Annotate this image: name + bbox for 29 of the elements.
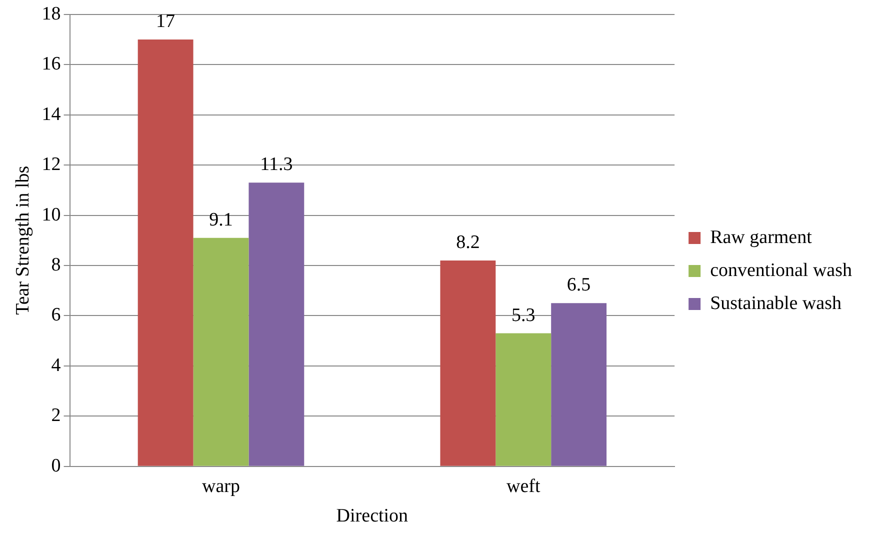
y-tick-label: 18 [42, 3, 61, 24]
y-axis-title: Tear Strength in lbs [12, 166, 34, 315]
data-label: 8.2 [456, 232, 480, 253]
x-tick-label: weft [506, 476, 541, 497]
y-tick-label: 4 [51, 354, 62, 376]
legend-label: conventional wash [710, 260, 852, 281]
legend-label: Raw garment [710, 226, 813, 248]
data-label: 9.1 [209, 209, 233, 230]
x-tick-label: warp [202, 476, 240, 497]
bar [138, 40, 194, 466]
y-tick-label: 16 [42, 54, 61, 75]
bar [551, 303, 607, 466]
y-tick-label: 12 [42, 154, 61, 176]
data-label: 11.3 [260, 154, 293, 176]
bar [440, 260, 496, 466]
data-label: 17 [156, 10, 176, 32]
bar [193, 238, 249, 466]
y-tick-label: 8 [51, 254, 61, 276]
bar [248, 182, 304, 466]
bar [496, 333, 552, 466]
legend-label: Sustainable wash [710, 292, 842, 314]
x-axis-title: Direction [336, 506, 409, 527]
y-tick-label: 2 [51, 405, 61, 426]
data-label: 5.3 [512, 304, 536, 326]
y-tick-label: 0 [51, 455, 61, 476]
data-label: 6.5 [566, 274, 591, 296]
y-tick-label: 6 [51, 304, 61, 326]
y-tick-label: 14 [42, 104, 62, 125]
y-tick-label: 10 [42, 204, 61, 226]
